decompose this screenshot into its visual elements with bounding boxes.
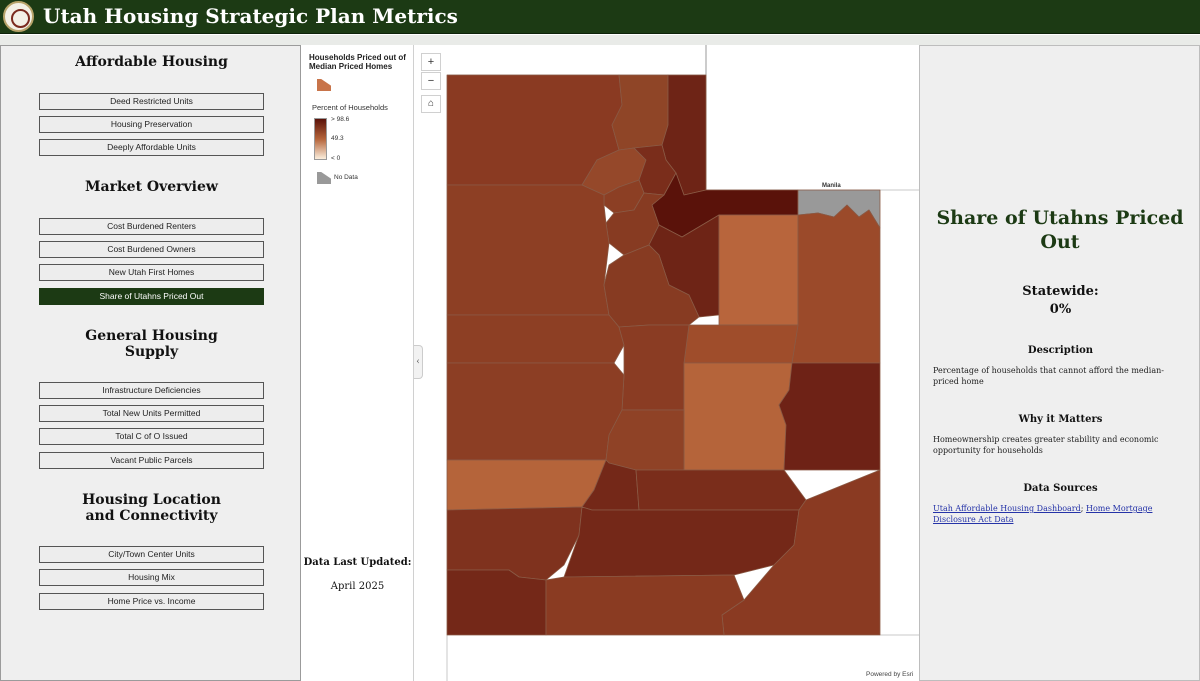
county-grand[interactable] [778,362,881,471]
app-header: Utah Housing Strategic Plan Metrics [0,0,1200,34]
county-carbon[interactable] [683,324,799,364]
zoom-in-button[interactable]: + [421,53,441,71]
header-divider [0,35,1200,45]
county-kane[interactable] [545,574,745,636]
legend-no-data-label: No Data [334,174,358,181]
data-sources-list: Utah Affordable Housing Dashboard; Home … [933,503,1173,525]
county-cache[interactable] [611,74,669,151]
map-attribution[interactable]: Powered by Esri [866,671,914,678]
nav-button-deed-restricted-units[interactable]: Deed Restricted Units [39,93,264,110]
county-sanpete[interactable] [618,324,690,411]
county-sevier[interactable] [605,409,685,471]
county-tooele[interactable] [446,184,610,316]
data-last-updated-label: Data Last Updated: [303,557,412,568]
legend-no-data-swatch [317,172,331,184]
nav-button-city-town-center-units[interactable]: City/Town Center Units [39,546,264,563]
source-link-hmda-data[interactable]: Home Mortgage Disclosure Act Data [933,504,1153,524]
collapse-legend-chevron-icon[interactable]: ‹ [414,345,423,379]
county-wayne[interactable] [635,469,807,511]
legend-layer-swatch [317,79,331,91]
nav-button-total-new-units-permitted[interactable]: Total New Units Permitted [39,405,264,422]
county-uintah[interactable] [791,204,881,364]
section-title-housing-location-line1: Housing Location [82,492,221,508]
nav-button-housing-preservation[interactable]: Housing Preservation [39,116,264,133]
nav-button-home-price-vs-income[interactable]: Home Price vs. Income [39,593,264,610]
description-text: Percentage of households that cannot aff… [933,366,1164,386]
county-juab[interactable] [446,314,625,364]
legend-layer-title: Households Priced out of Median Priced H… [309,53,406,71]
state-corner-outline [705,45,798,191]
nav-button-share-priced-out[interactable]: Share of Utahns Priced Out [39,288,264,305]
nav-button-cost-burdened-owners[interactable]: Cost Burdened Owners [39,241,264,258]
legend-ramp-mid: 49.3 [331,135,344,142]
map-legend: Households Priced out of Median Priced H… [301,45,414,681]
county-duchesne[interactable] [718,214,799,326]
page-title: Utah Housing Strategic Plan Metrics [43,4,458,28]
nav-button-new-utah-first-homes[interactable]: New Utah First Homes [39,264,264,281]
county-iron[interactable] [446,506,583,581]
zoom-out-button[interactable]: − [421,72,441,90]
data-last-updated-value: April 2025 [330,581,385,592]
nav-button-deeply-affordable-units[interactable]: Deeply Affordable Units [39,139,264,156]
legend-color-ramp [314,118,327,160]
nav-button-infrastructure-deficiencies[interactable]: Infrastructure Deficiencies [39,382,264,399]
county-washington[interactable] [446,569,547,636]
home-icon[interactable]: ⌂ [421,95,441,113]
state-seal-icon [3,1,34,32]
section-title-general-housing-supply-line1: General Housing [85,328,218,344]
why-it-matters-heading: Why it Matters [1018,414,1103,425]
description-heading: Description [1027,345,1094,356]
section-title-affordable-housing: Affordable Housing [75,54,228,70]
county-beaver[interactable] [446,459,607,511]
statewide-label: Statewide: [1022,284,1099,299]
section-title-general-housing-supply-line2: Supply [124,344,179,360]
nav-button-vacant-public-parcels[interactable]: Vacant Public Parcels [39,452,264,469]
section-title-market-overview: Market Overview [85,179,218,195]
county-choropleth[interactable] [414,45,919,681]
county-garfield[interactable] [563,506,800,578]
place-label-manila: Manila [822,183,841,189]
legend-field-label: Percent of Households [312,103,388,112]
utah-county-map[interactable]: + − ⌂ ‹ Manila Powered by Esri [414,45,919,681]
county-millard[interactable] [446,362,625,461]
source-link-affordable-housing-dashboard[interactable]: Utah Affordable Housing Dashboard [933,504,1081,513]
metric-title: Share of Utahns Priced Out [936,207,1184,253]
nav-button-total-c-of-o-issued[interactable]: Total C of O Issued [39,428,264,445]
legend-ramp-low: < 0 [331,155,341,162]
section-title-housing-location-line2: and Connectivity [85,508,218,524]
county-emery[interactable] [683,362,793,471]
nav-button-cost-burdened-renters[interactable]: Cost Burdened Renters [39,218,264,235]
nav-button-housing-mix[interactable]: Housing Mix [39,569,264,586]
why-it-matters-text: Homeownership creates greater stability … [933,435,1159,455]
statewide-value: 0% [1049,302,1072,317]
metrics-sidebar: Affordable Housing Deed Restricted Units… [0,45,301,681]
legend-ramp-high: > 98.6 [331,116,350,123]
source-separator: ; [1080,504,1086,513]
data-sources-heading: Data Sources [1023,483,1098,494]
metric-detail-panel: Share of Utahns Priced Out Statewide: 0%… [919,45,1200,681]
